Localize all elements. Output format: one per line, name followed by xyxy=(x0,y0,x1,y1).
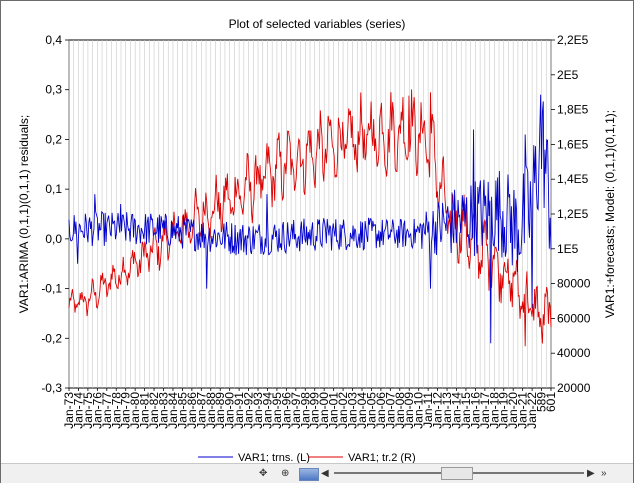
y-axis-left-ticks: 0,4 0,3 0,2 0,1 0,0 -0,1 -0,2 -0,3 xyxy=(41,33,69,395)
x-tick-label: Jan-82 xyxy=(147,392,161,429)
color-swatch-button[interactable] xyxy=(299,468,319,481)
y-left-tick-label: -0,2 xyxy=(41,331,62,345)
y-right-tick-label: 40000 xyxy=(557,346,591,360)
x-tick-label: Jan-83 xyxy=(157,392,171,429)
series-line-0 xyxy=(68,94,552,344)
x-tick-label: Jan-03 xyxy=(346,392,360,429)
legend-label-0: VAR1; trns. (L) xyxy=(238,452,310,464)
x-tick-label: Jan-81 xyxy=(138,392,152,429)
x-tick-label: Jan-99 xyxy=(308,392,322,429)
x-tick-label: Jan-75 xyxy=(81,392,95,429)
x-tick-label: Jan-92 xyxy=(242,392,256,429)
y-right-tick-label: 2,2E5 xyxy=(557,33,589,47)
series-layer xyxy=(68,89,552,347)
series-line-1 xyxy=(68,89,552,347)
x-tick-label: Jan-84 xyxy=(166,392,180,429)
x-tick-label: Jan-13 xyxy=(440,392,454,429)
nav-right-button[interactable]: ▶ xyxy=(587,468,595,479)
x-tick-label: 589 xyxy=(535,392,549,412)
x-tick-label: Jan-98 xyxy=(298,392,312,429)
x-tick-label: Jan-09 xyxy=(402,392,416,429)
legend: VAR1; trns. (L) VAR1; tr.2 (R) xyxy=(198,452,416,464)
x-tick-label: Jan-79 xyxy=(119,392,133,429)
y-left-tick-label: 0,4 xyxy=(45,33,62,47)
x-tick-label: Jan-90 xyxy=(223,392,237,429)
y-right-tick-label: 1,2E5 xyxy=(557,207,589,221)
scroll-thumb[interactable] xyxy=(441,467,473,480)
x-tick-label: Jan-05 xyxy=(364,392,378,429)
x-tick-label: Jan-20 xyxy=(506,392,520,429)
x-tick-label: Jan-89 xyxy=(213,392,227,429)
y-right-tick-label: 1,8E5 xyxy=(557,103,589,117)
y-left-tick-label: 0,2 xyxy=(45,132,62,146)
x-tick-label: Jan-02 xyxy=(336,392,350,429)
x-tick-label: Jan-07 xyxy=(383,392,397,429)
x-tick-label: Jan-17 xyxy=(478,392,492,429)
x-tick-label: Jan-77 xyxy=(100,392,114,429)
x-tick-label: Jan-01 xyxy=(327,392,341,429)
y-right-tick-label: 1,4E5 xyxy=(557,172,589,186)
x-tick-label: Jan-08 xyxy=(393,392,407,429)
x-tick-label: Jan-80 xyxy=(128,392,142,429)
x-tick-label: Jan-74 xyxy=(71,392,85,429)
x-tick-label: Jan-73 xyxy=(62,392,76,429)
y-left-tick-label: 0,3 xyxy=(45,83,62,97)
x-tick-label: Jan-78 xyxy=(109,392,123,429)
pan-icon[interactable]: ✥ xyxy=(259,468,268,479)
chart-title: Plot of selected variables (series) xyxy=(229,17,406,31)
x-tick-label: Jan-00 xyxy=(317,392,331,429)
x-tick-label: Jan-12 xyxy=(431,392,445,429)
zoom-icon[interactable]: ⊕ xyxy=(281,468,290,479)
y-right-tick-label: 2E5 xyxy=(557,68,579,82)
x-tick-label: Jan-10 xyxy=(412,392,426,429)
x-tick-label: Jan-93 xyxy=(251,392,265,429)
y-right-tick-label: 80000 xyxy=(557,277,591,291)
x-tick-label: Jan-96 xyxy=(279,392,293,429)
expand-icon[interactable]: » xyxy=(601,468,607,479)
x-tick-label: Jan-95 xyxy=(270,392,284,429)
x-tick-label: Jan-11 xyxy=(421,392,435,428)
y-axis-right-ticks: 2,2E5 2E5 1,8E5 1,6E5 1,4E5 1,2E5 1E5 80000 6000… xyxy=(551,33,591,395)
y-left-tick-label: -0,3 xyxy=(41,381,62,395)
y-right-tick-label: 60000 xyxy=(557,311,591,325)
x-tick-label: Jan-88 xyxy=(204,392,218,429)
nav-left-button[interactable]: ◀ xyxy=(321,468,329,479)
x-tick-label: Jan-18 xyxy=(487,392,501,429)
x-tick-label: Jan-04 xyxy=(355,392,369,429)
y-axis-left-label: VAR1:ARIMA (0,1,1)(0,1,1) residuals; xyxy=(17,115,31,314)
x-tick-label: Jan-76 xyxy=(90,392,104,429)
x-tick-label: Jan-14 xyxy=(449,392,463,429)
y-right-tick-label: 20000 xyxy=(557,381,591,395)
x-tick-label: Jan-86 xyxy=(185,392,199,429)
x-tick-label: Jan-21 xyxy=(516,392,530,429)
x-tick-label: Jan-16 xyxy=(468,392,482,429)
y-right-tick-label: 1E5 xyxy=(557,242,579,256)
y-right-tick-label: 1,6E5 xyxy=(557,137,589,151)
x-tick-label: 601 xyxy=(544,392,558,412)
y-left-tick-label: 0,0 xyxy=(45,232,62,246)
x-tick-label: Jan-06 xyxy=(374,392,388,429)
x-tick-label: Jan-22 xyxy=(525,392,539,429)
grid-lines xyxy=(68,40,552,388)
y-axis-right-label: VAR1:+forecasts; Model: (0,1,1)(0,1,1); xyxy=(603,110,617,318)
x-tick-label: Jan-87 xyxy=(194,392,208,429)
x-tick-label: Jan-97 xyxy=(289,392,303,429)
x-tick-label: Jan-19 xyxy=(497,392,511,429)
x-axis-ticks: Jan-73Jan-74Jan-75Jan-76Jan-77Jan-78Jan-… xyxy=(62,388,558,429)
y-left-tick-label: 0,1 xyxy=(45,182,62,196)
y-left-tick-label: -0,1 xyxy=(41,282,62,296)
x-tick-label: Jan-15 xyxy=(459,392,473,429)
x-tick-label: Jan-85 xyxy=(175,392,189,429)
legend-label-1: VAR1; tr.2 (R) xyxy=(348,452,416,464)
bottom-toolbar: ✥ ⊕ ◀ ▶ » xyxy=(1,463,633,483)
x-tick-label: Jan-91 xyxy=(232,392,246,429)
x-tick-label: Jan-94 xyxy=(260,392,274,429)
